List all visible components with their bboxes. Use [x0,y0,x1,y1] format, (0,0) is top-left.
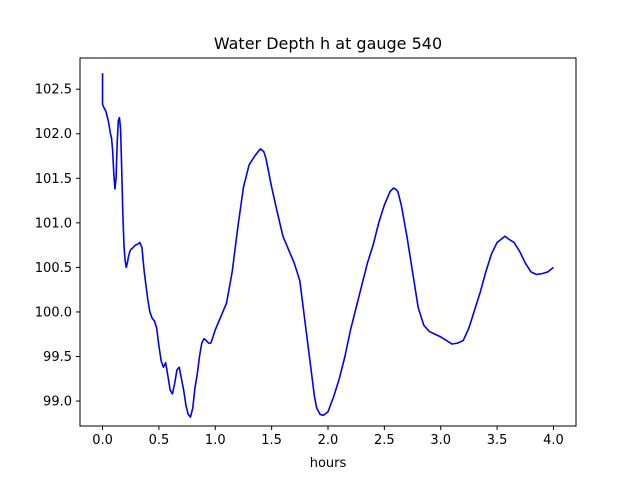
y-tick-label: 101.5 [35,172,72,187]
y-tick-label: 102.5 [35,83,72,98]
x-axis-label: hours [310,456,347,471]
x-tick-label: 3.5 [487,433,508,448]
x-tick-label: 3.0 [430,433,451,448]
plot-frame [79,57,577,427]
series-line-0 [101,73,554,418]
y-tick-label: 101.0 [35,216,72,231]
y-tick-label: 100.0 [35,305,72,320]
x-tick-label: 2.5 [374,433,395,448]
x-tick-label: 4.0 [543,433,564,448]
chart-title: Water Depth h at gauge 540 [214,34,442,53]
y-tick-label: 100.5 [35,261,72,276]
plot-area [101,73,554,418]
y-tick-label: 99.5 [43,350,72,365]
x-tick-label: 0.5 [149,433,170,448]
x-tick-label: 0.0 [92,433,113,448]
x-tick-label: 1.0 [205,433,226,448]
y-tick-label: 99.0 [43,395,72,410]
x-tick-label: 2.0 [318,433,339,448]
y-tick-label: 102.0 [35,127,72,142]
x-tick-label: 1.5 [261,433,282,448]
axis-ticks: 0.0 0.5 1.0 1.5 2.0 2.5 3.0 3.5 4.0 99.0 99.5 100.0… [35,83,564,448]
